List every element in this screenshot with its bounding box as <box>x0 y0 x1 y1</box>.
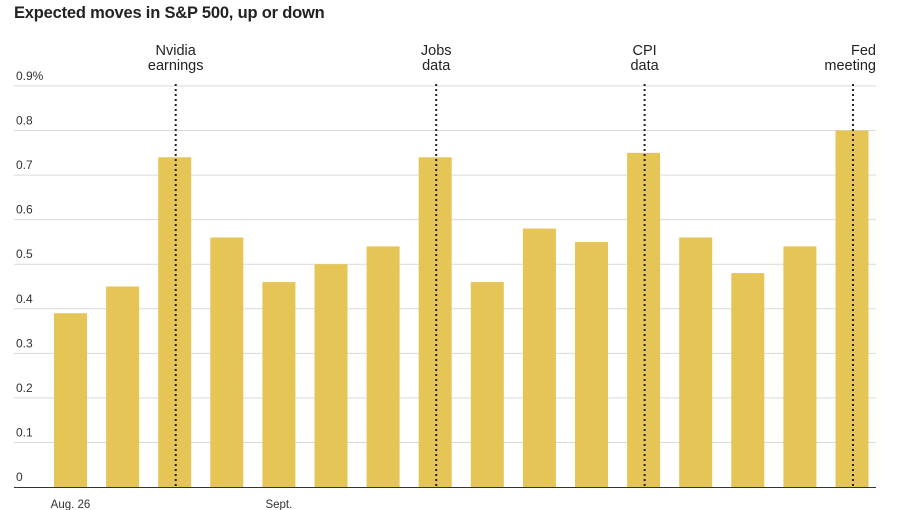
y-tick-label: 0.8 <box>16 114 33 128</box>
bar <box>314 264 348 487</box>
event-marker-label: Nvidia <box>156 43 197 59</box>
event-marker-label: Fed <box>851 43 876 59</box>
bar <box>731 273 765 487</box>
axis-labels: 0 0.1 0.2 0.3 0.4 0.5 0.6 0.7 0.8 0.9% Aug. 26 Sept… <box>14 69 876 510</box>
event-marker-label: data <box>630 58 659 74</box>
y-tick-label: 0.1 <box>16 425 33 439</box>
event-marker-label: earnings <box>148 58 204 74</box>
bar <box>106 286 140 487</box>
chart-title: Expected moves in S&P 500, up or down <box>14 4 325 22</box>
event-marker-label: data <box>422 58 451 74</box>
bar <box>575 241 608 487</box>
y-tick-label: 0.7 <box>16 158 33 172</box>
y-tick-label: 0.9% <box>16 69 44 83</box>
y-tick-label: 0 <box>16 470 23 484</box>
x-tick-label: Aug. 26 <box>51 499 91 510</box>
bar <box>366 246 400 487</box>
y-tick-label: 0.3 <box>16 336 33 350</box>
y-tick-label: 0.5 <box>16 247 33 261</box>
bar <box>783 246 817 487</box>
y-tick-label: 0.6 <box>16 203 33 217</box>
y-tick-label: 0.4 <box>16 292 33 306</box>
bar <box>158 157 192 488</box>
event-marker-label: Jobs <box>421 43 452 59</box>
bar <box>262 282 296 487</box>
bar <box>418 157 452 488</box>
y-tick-label: 0.2 <box>16 381 33 395</box>
bar <box>54 313 87 487</box>
bar <box>470 282 504 487</box>
event-marker-label: CPI <box>633 43 657 59</box>
bar <box>210 237 244 487</box>
event-marker-label: meeting <box>824 58 876 74</box>
bar <box>679 237 713 487</box>
bar <box>522 228 556 488</box>
x-tick-label: Sept. <box>265 499 292 510</box>
bar-series <box>54 130 869 488</box>
